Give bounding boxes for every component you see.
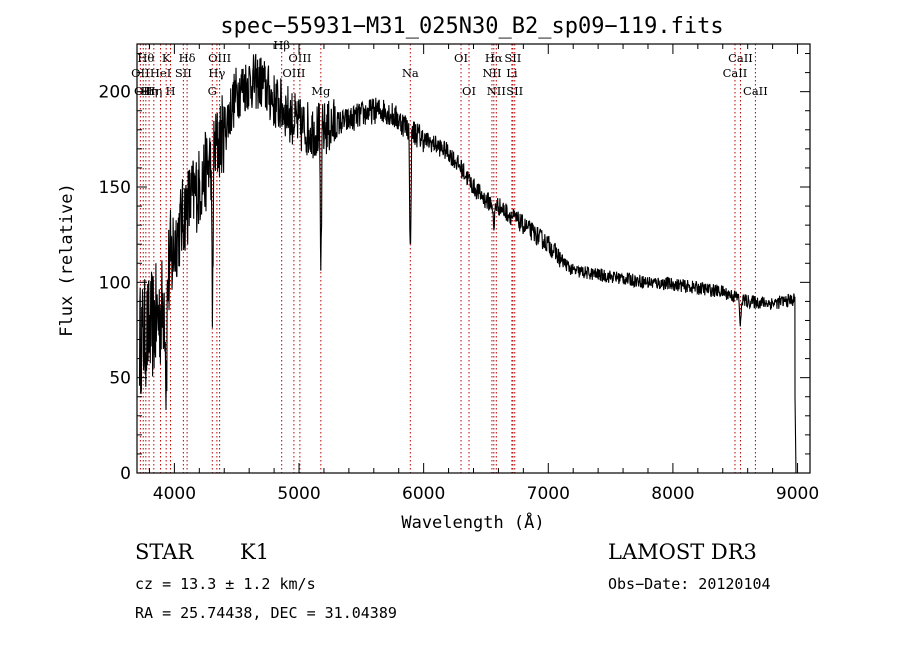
spectral-line-label: NII xyxy=(482,66,501,80)
spectral-line-label: NII xyxy=(487,84,506,98)
spectral-line-label: Hγ xyxy=(208,66,225,80)
spectral-line-label: Hβ xyxy=(273,38,290,52)
x-tick-label: 8000 xyxy=(651,484,694,504)
spectral-line-label: OI xyxy=(462,84,476,98)
x-tick-label: 7000 xyxy=(527,484,570,504)
spectral-line-label: H xyxy=(166,84,176,98)
spectral-line-label: Hη xyxy=(141,84,158,98)
spectral-line-label: OI xyxy=(454,51,468,65)
spectral-line-label: G xyxy=(208,84,217,98)
spectral-line-label: SII xyxy=(506,84,523,98)
x-tick-label: 5000 xyxy=(277,484,320,504)
spectral-line-label: OIII xyxy=(288,51,311,65)
y-axis: 0 50 100 150 200 xyxy=(99,53,810,484)
spectral-line-label: OII xyxy=(134,84,153,98)
object-class: STAR xyxy=(135,540,194,564)
spectrum-series xyxy=(138,53,797,474)
spectral-line-label: Mg xyxy=(311,84,331,98)
x-axis-label: Wavelength (Å) xyxy=(401,511,544,533)
y-tick-label: 50 xyxy=(109,369,131,389)
observation-date: Obs−Date: 20120104 xyxy=(608,575,771,593)
spectral-line-label: CaII xyxy=(723,66,748,80)
spectral-line-label: Hθ xyxy=(137,51,154,65)
spectral-line-label: Na xyxy=(402,66,419,80)
spectral-line-label: Hη xyxy=(145,84,162,98)
y-tick-label: 100 xyxy=(99,273,131,293)
spectral-line-label: Hα xyxy=(485,51,503,65)
spectral-line-label: OIII xyxy=(282,66,305,80)
survey-name: LAMOST DR3 xyxy=(608,540,757,564)
spectral-line-label: HeI xyxy=(150,66,171,80)
x-axis: 4000 5000 6000 7000 8000 9000 xyxy=(148,44,819,504)
spectral-line-label: SII xyxy=(504,51,521,65)
y-tick-label: 150 xyxy=(99,178,131,198)
spectral-line-label: OIII xyxy=(208,51,231,65)
spectral-line-label: CaII xyxy=(743,84,768,98)
spectral-line-label: Hδ xyxy=(179,51,196,65)
chart-title: spec−55931−M31_025N30_B2_sp09−119.fits xyxy=(220,14,723,39)
x-tick-label: 4000 xyxy=(153,484,196,504)
y-tick-label: 0 xyxy=(120,464,131,484)
x-tick-label: 6000 xyxy=(402,484,445,504)
y-axis-label: Flux (relative) xyxy=(57,183,77,337)
spectral-line-label: K xyxy=(162,51,171,65)
spectral-line-labels: OIIOIIHθHηHηHeIKHSIIHδGHγOIIIHβOIIIOIIIM… xyxy=(131,38,768,98)
coordinates: RA = 25.74438, DEC = 31.04389 xyxy=(135,604,397,622)
object-subclass: K1 xyxy=(240,540,270,564)
spectral-line-label: CaII xyxy=(728,51,753,65)
y-tick-label: 200 xyxy=(99,83,131,103)
spectral-line-label: Li xyxy=(506,66,518,80)
x-tick-label: 9000 xyxy=(776,484,819,504)
redshift-readout: cz = 13.3 ± 1.2 km/s xyxy=(135,575,316,593)
spectral-line-label: SII xyxy=(175,66,192,80)
